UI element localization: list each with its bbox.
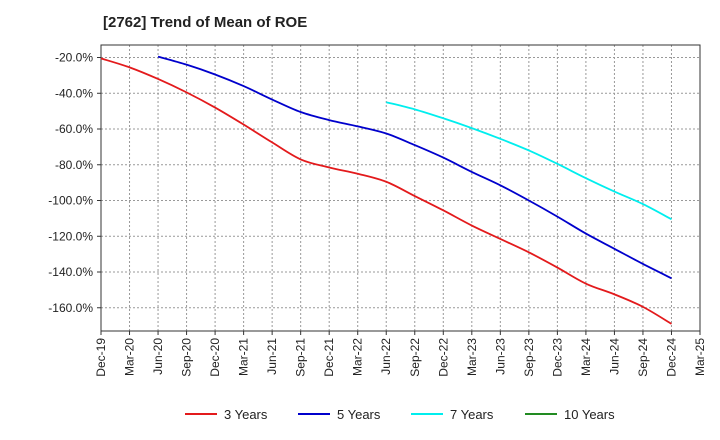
x-tick-label: Jun-23 xyxy=(493,338,507,375)
series-line-1 xyxy=(157,55,672,280)
plot-frame xyxy=(100,44,701,332)
y-tick-label: -20.0% xyxy=(55,51,93,65)
x-tick-label: Mar-24 xyxy=(579,338,593,376)
y-tick-label: -80.0% xyxy=(55,158,93,172)
series-line-0 xyxy=(100,57,672,325)
y-tick-label: -60.0% xyxy=(55,122,93,136)
x-tick-label: Dec-24 xyxy=(664,338,678,377)
series-line-2 xyxy=(386,101,672,221)
y-tick-label: -40.0% xyxy=(55,86,93,100)
x-tick-label: Mar-20 xyxy=(123,338,137,376)
x-tick-label: Mar-21 xyxy=(237,338,251,376)
x-tick-label: Jun-22 xyxy=(379,338,393,375)
x-tick-label: Sep-20 xyxy=(180,338,194,377)
y-tick-label: -120.0% xyxy=(48,229,93,243)
x-tick-label: Dec-23 xyxy=(550,338,564,377)
legend-label: 7 Years xyxy=(450,407,494,422)
x-tick-label: Sep-23 xyxy=(522,338,536,377)
y-tick-label: -160.0% xyxy=(48,301,93,315)
chart-title: [2762] Trend of Mean of ROE xyxy=(103,14,308,31)
legend-label: 5 Years xyxy=(337,407,381,422)
x-tick-label: Jun-20 xyxy=(151,338,165,375)
x-tick-label: Mar-25 xyxy=(693,338,707,376)
x-tick-label: Jun-24 xyxy=(607,338,621,375)
legend-label: 10 Years xyxy=(564,407,615,422)
x-tick-label: Sep-21 xyxy=(294,338,308,377)
x-tick-label: Sep-22 xyxy=(408,338,422,377)
x-tick-label: Mar-23 xyxy=(465,338,479,376)
legend-label: 3 Years xyxy=(224,407,268,422)
x-tick-label: Dec-21 xyxy=(322,338,336,377)
x-tick-label: Dec-22 xyxy=(436,338,450,377)
x-tick-label: Dec-20 xyxy=(208,338,222,377)
x-tick-label: Dec-19 xyxy=(94,338,108,377)
x-tick-label: Jun-21 xyxy=(265,338,279,375)
y-tick-label: -140.0% xyxy=(48,265,93,279)
y-tick-label: -100.0% xyxy=(48,194,93,208)
x-tick-label: Sep-24 xyxy=(636,338,650,377)
x-tick-label: Mar-22 xyxy=(351,338,365,376)
